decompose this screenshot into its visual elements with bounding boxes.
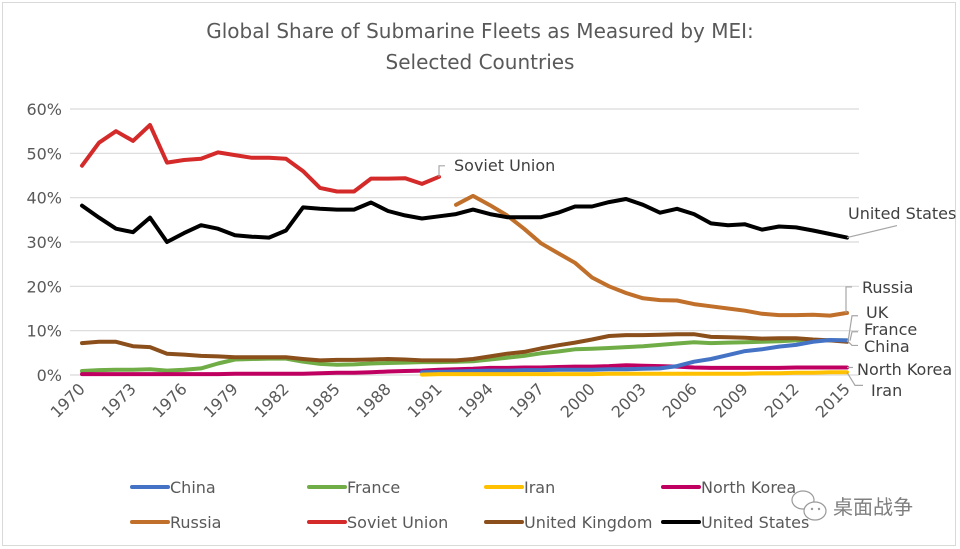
legend-label: Iran bbox=[524, 478, 555, 497]
x-tick-label: 1970 bbox=[47, 379, 89, 421]
china-leader bbox=[846, 339, 858, 347]
watermark-text: 桌面战争 bbox=[833, 495, 913, 519]
x-tick-label: 1979 bbox=[200, 379, 242, 421]
watermark: 桌面战争 bbox=[791, 490, 913, 521]
y-tick-label: 60% bbox=[26, 100, 62, 119]
y-tick-label: 30% bbox=[26, 233, 62, 252]
y-tick-label: 10% bbox=[26, 322, 62, 341]
y-tick-label: 40% bbox=[26, 189, 62, 208]
x-tick-label: 1991 bbox=[404, 379, 446, 421]
legend-label: Russia bbox=[170, 513, 221, 532]
legend-item-russia[interactable]: Russia bbox=[130, 513, 221, 532]
legend-item-united-kingdom[interactable]: United Kingdom bbox=[484, 513, 652, 532]
series-line-iran bbox=[420, 370, 849, 377]
annotations: Soviet Union United States Russia UKFranceC… bbox=[438, 156, 956, 400]
legend-item-france[interactable]: France bbox=[307, 478, 400, 497]
x-tick-label: 2006 bbox=[659, 379, 701, 421]
x-tick-label: 1988 bbox=[353, 379, 395, 421]
legend-label: China bbox=[170, 478, 216, 497]
china-label: China bbox=[864, 337, 910, 356]
uk-leader bbox=[847, 315, 858, 342]
soviet-union-leader bbox=[438, 165, 445, 177]
wechat-icon bbox=[791, 490, 827, 521]
iran-label: Iran bbox=[871, 381, 902, 400]
series-lines bbox=[80, 123, 849, 377]
legend-label: North Korea bbox=[701, 478, 796, 497]
x-tick-label: 1982 bbox=[251, 379, 293, 421]
united-states-leader bbox=[846, 224, 898, 239]
series-line-united-kingdom bbox=[80, 332, 849, 363]
russia-label: Russia bbox=[862, 278, 913, 297]
x-tick-label: 1994 bbox=[455, 379, 497, 421]
y-tick-label: 20% bbox=[26, 277, 62, 296]
x-tick-label: 2003 bbox=[608, 379, 650, 421]
x-tick-label: 1976 bbox=[149, 379, 191, 421]
x-axis-ticks: 1970 1973 1976 1979 1982 1985 1988 1991 1994 1997… bbox=[47, 379, 854, 421]
legend-label: United States bbox=[701, 513, 809, 532]
uk-label: UK bbox=[866, 303, 889, 322]
x-tick-label: 2000 bbox=[557, 379, 599, 421]
series-line-united-states bbox=[80, 197, 849, 244]
legend-label: United Kingdom bbox=[524, 513, 652, 532]
series-line-north-korea bbox=[80, 363, 849, 377]
legend-item-united-states[interactable]: United States bbox=[661, 513, 809, 532]
series-line-soviet-union bbox=[80, 123, 441, 194]
russia-leader bbox=[845, 286, 852, 313]
legend-item-china[interactable]: China bbox=[130, 478, 216, 497]
gridlines bbox=[70, 108, 859, 376]
x-tick-label: 2012 bbox=[761, 379, 803, 421]
series-line-china bbox=[420, 338, 849, 375]
chart-title: Global Share of Submarine Fleets as Meas… bbox=[206, 19, 754, 43]
y-tick-label: 0% bbox=[37, 366, 62, 385]
soviet-union-label: Soviet Union bbox=[454, 156, 555, 175]
legend-item-soviet-union[interactable]: Soviet Union bbox=[307, 513, 448, 532]
series-line-russia bbox=[454, 193, 849, 318]
legend-item-north-korea[interactable]: North Korea bbox=[661, 478, 796, 497]
chart-subtitle: Selected Countries bbox=[386, 50, 575, 74]
x-tick-label: 1997 bbox=[506, 379, 548, 421]
x-tick-label: 1985 bbox=[302, 379, 344, 421]
legend-label: France bbox=[347, 478, 400, 497]
legend-item-iran[interactable]: Iran bbox=[484, 478, 555, 497]
france-leader bbox=[849, 331, 858, 341]
x-tick-label: 1973 bbox=[98, 379, 140, 421]
x-tick-label: 2009 bbox=[710, 379, 752, 421]
legend: China France Iran North Korea Russia Soviet U… bbox=[130, 478, 809, 532]
y-axis-ticks: 0% 10% 20% 30% 40% 50% 60% bbox=[26, 100, 62, 385]
legend-label: Soviet Union bbox=[347, 513, 448, 532]
north-korea-label: North Korea bbox=[857, 360, 952, 379]
united-states-label: United States bbox=[848, 204, 956, 223]
x-tick-label: 2015 bbox=[812, 379, 854, 421]
y-tick-label: 50% bbox=[26, 144, 62, 163]
france-label: France bbox=[864, 320, 917, 339]
iran-leader bbox=[846, 372, 863, 386]
